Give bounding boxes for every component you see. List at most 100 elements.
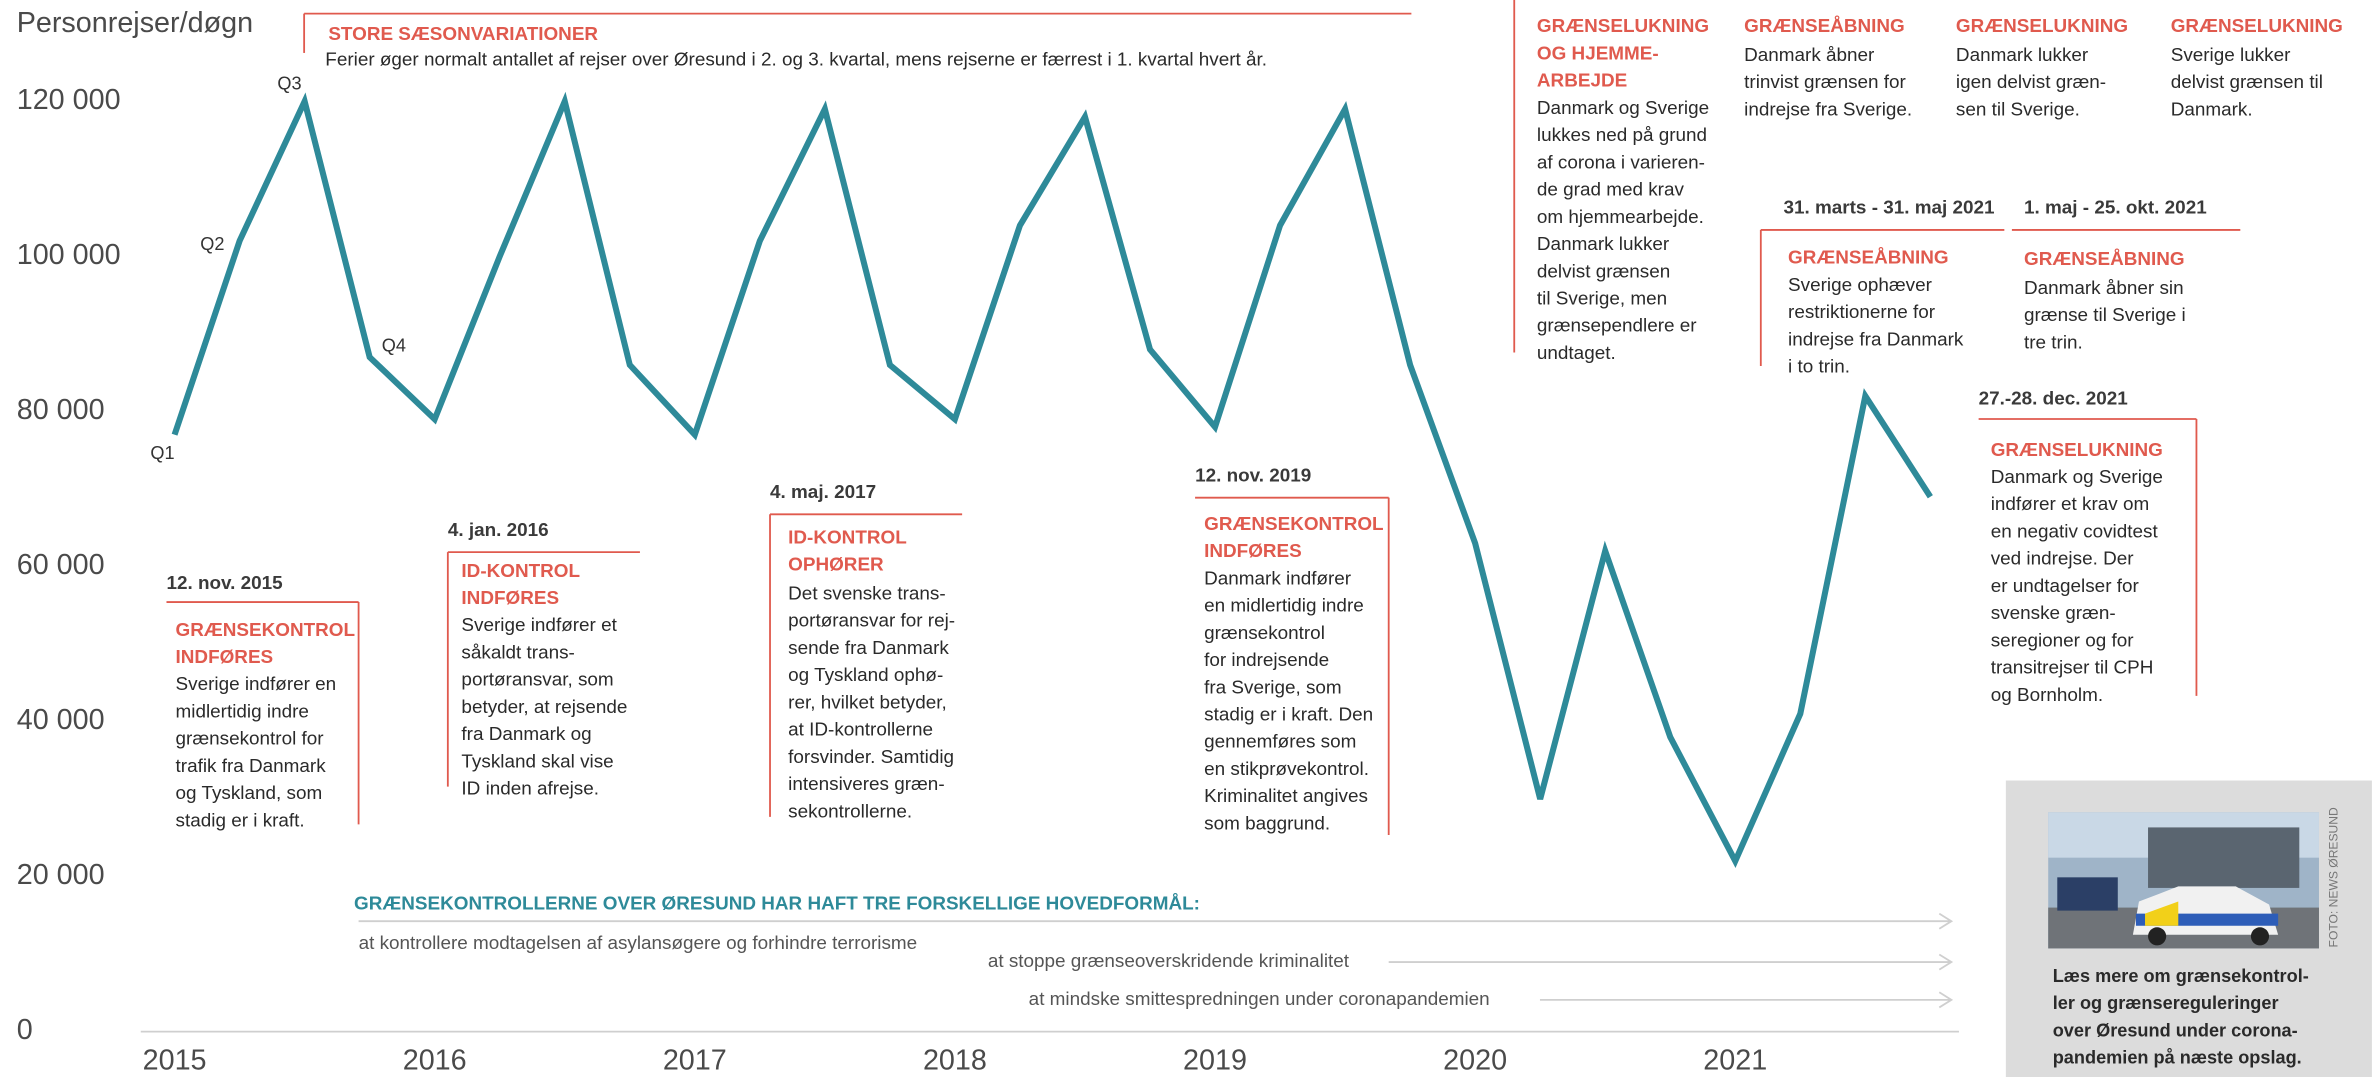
photo-caption: ler og grænsereguleringer bbox=[2053, 993, 2279, 1013]
annotation-heading: GRÆNSELUKNING bbox=[1991, 440, 2163, 461]
annotation-text: Det svenske trans- bbox=[788, 583, 945, 604]
annotation-heading: ID-KONTROL bbox=[788, 528, 907, 549]
annotation-text: undtaget. bbox=[1537, 343, 1616, 364]
quarter-label: Q2 bbox=[200, 234, 224, 254]
y-tick-label: 100 000 bbox=[17, 239, 121, 271]
purpose-item: at kontrollere modtagelsen af asylansøge… bbox=[359, 933, 918, 954]
annotation-text: til Sverige, men bbox=[1537, 289, 1667, 310]
annotation-text: en midlertidig indre bbox=[1204, 596, 1364, 617]
annotation-heading: ID-KONTROL bbox=[461, 561, 580, 582]
annotation-heading: GRÆNSELUKNING bbox=[1537, 16, 1709, 37]
y-tick-label: 0 bbox=[17, 1014, 33, 1046]
annotation-text: gennemføres som bbox=[1204, 732, 1356, 753]
annotation-heading: GRÆNSEKONTROL bbox=[176, 620, 355, 641]
photo bbox=[2048, 812, 2319, 949]
annotation-heading: OG HJEMME- bbox=[1537, 43, 1659, 64]
purposes-title: GRÆNSEKONTROLLERNE OVER ØRESUND HAR HAFT… bbox=[354, 894, 1200, 915]
annotation-text: betyder, at rejsende bbox=[461, 697, 627, 718]
annotation-text: grænsekontrol bbox=[1204, 623, 1325, 644]
annotation-text: Ferier øger normalt antallet af rejser o… bbox=[325, 50, 1267, 71]
annotation-date: 1. maj - 25. okt. 2021 bbox=[2024, 198, 2207, 219]
photo-caption: over Øresund under corona- bbox=[2053, 1020, 2298, 1040]
annotation-text: indrejse fra Danmark bbox=[1788, 329, 1964, 350]
annotation-text: Tyskland skal vise bbox=[461, 751, 613, 772]
annotation-text: restriktionerne for bbox=[1788, 302, 1935, 323]
annotation-text: af corona i varieren- bbox=[1537, 152, 1705, 173]
y-tick-label: 40 000 bbox=[17, 704, 105, 736]
annotation-text: portøransvar, som bbox=[461, 670, 613, 691]
annotation-text: tre trin. bbox=[2024, 332, 2083, 353]
annotation-heading: ARBEJDE bbox=[1537, 71, 1627, 92]
annotation-text: Danmark lukker bbox=[1537, 234, 1669, 255]
annotation-heading: GRÆNSELUKNING bbox=[2171, 16, 2343, 37]
annotation-date: 31. marts - 31. maj 2021 bbox=[1783, 198, 1994, 219]
annotation-text: er undtagelser for bbox=[1991, 576, 2139, 597]
annotation-heading: GRÆNSEKONTROL bbox=[1204, 514, 1383, 535]
annotation-text: en negativ covidtest bbox=[1991, 521, 2159, 542]
annotation-text: lukkes ned på grund bbox=[1537, 125, 1707, 146]
annotation-text: Danmark. bbox=[2171, 99, 2253, 120]
x-tick-label: 2017 bbox=[663, 1044, 727, 1076]
annotation-text: svenske græn- bbox=[1991, 603, 2116, 624]
annotation-heading: GRÆNSEÅBNING bbox=[2024, 249, 2185, 270]
purpose-arrow bbox=[1539, 991, 1954, 1009]
annotation-text: Sverige indfører et bbox=[461, 615, 617, 636]
x-tick-label: 2020 bbox=[1443, 1044, 1507, 1076]
annotation-date: 4. jan. 2016 bbox=[448, 520, 549, 541]
annotation-text: igen delvist græn- bbox=[1956, 72, 2106, 93]
annotation-text: sen til Sverige. bbox=[1956, 99, 2080, 120]
annotation-text: indfører et krav om bbox=[1991, 494, 2150, 515]
annotation-date: 12. nov. 2015 bbox=[166, 573, 282, 594]
annotation-text: Kriminalitet angives bbox=[1204, 786, 1368, 807]
annotation-heading: INDFØRES bbox=[1204, 541, 1302, 562]
annotation-text: Sverige indfører en bbox=[176, 674, 337, 695]
annotation-text: intensiveres græn- bbox=[788, 774, 944, 795]
annotation-heading: INDFØRES bbox=[461, 588, 559, 609]
x-tick-label: 2015 bbox=[143, 1044, 207, 1076]
annotation-text: forsvinder. Samtidig bbox=[788, 747, 954, 768]
annotation-heading: GRÆNSEÅBNING bbox=[1788, 248, 1949, 269]
annotation-text: delvist grænsen til bbox=[2171, 72, 2323, 93]
annotation-text: Danmark åbner bbox=[1744, 45, 1874, 66]
annotation-text: midlertidig indre bbox=[176, 701, 309, 722]
annotation-text: såkaldt trans- bbox=[461, 642, 574, 663]
annotation-date: 12. nov. 2019 bbox=[1195, 465, 1311, 486]
annotation-text: transitrejser til CPH bbox=[1991, 658, 2154, 679]
annotation-text: portøransvar for rej- bbox=[788, 611, 955, 632]
annotation-text: Sverige lukker bbox=[2171, 45, 2291, 66]
y-tick-label: 60 000 bbox=[17, 549, 105, 581]
annotation-text: seregioner og for bbox=[1991, 630, 2134, 651]
purpose-item: at mindske smittespredningen under coron… bbox=[1029, 989, 1490, 1010]
y-axis-title: Personrejser/døgn bbox=[17, 7, 253, 39]
purpose-arrow bbox=[358, 912, 1954, 930]
annotation-text: delvist grænsen bbox=[1537, 261, 1670, 282]
purpose-item: at stoppe grænseoverskridende kriminalit… bbox=[988, 951, 1350, 972]
annotation-text: i to trin. bbox=[1788, 357, 1850, 378]
annotation-text: Danmark og Sverige bbox=[1537, 98, 1709, 119]
x-tick-label: 2019 bbox=[1183, 1044, 1247, 1076]
data-line bbox=[171, 91, 1933, 869]
y-tick-label: 20 000 bbox=[17, 859, 105, 891]
annotation-text: fra Sverige, som bbox=[1204, 677, 1342, 698]
annotation-text: grænsependlere er bbox=[1537, 316, 1697, 337]
photo-caption: Læs mere om grænsekontrol- bbox=[2053, 966, 2309, 986]
photo-caption: pandemien på næste opslag. bbox=[2053, 1048, 2302, 1068]
x-tick-label: 2018 bbox=[923, 1044, 987, 1076]
annotation-heading: GRÆNSEÅBNING bbox=[1744, 16, 1905, 37]
annotation-text: fra Danmark og bbox=[461, 724, 591, 745]
annotation-text: for indrejsende bbox=[1204, 650, 1329, 671]
annotation-text: Sverige ophæver bbox=[1788, 275, 1932, 296]
annotation-text: ID inden afrejse. bbox=[461, 779, 599, 800]
quarter-label: Q4 bbox=[382, 335, 406, 355]
x-tick-label: 2021 bbox=[1703, 1044, 1767, 1076]
annotation-text: Danmark åbner sin bbox=[2024, 278, 2184, 299]
annotation-text: indrejse fra Sverige. bbox=[1744, 99, 1912, 120]
annotation-text: sende fra Danmark bbox=[788, 638, 949, 659]
annotation-text: en stikprøvekontrol. bbox=[1204, 759, 1369, 780]
annotation-heading: OPHØRER bbox=[788, 555, 884, 576]
annotation-text: grænse til Sverige i bbox=[2024, 305, 2186, 326]
photo-credit: FOTO: NEWS ØRESUND bbox=[2326, 807, 2340, 947]
purpose-arrow bbox=[1388, 953, 1954, 971]
y-tick-label: 80 000 bbox=[17, 394, 105, 426]
annotation-text: som baggrund. bbox=[1204, 813, 1330, 834]
